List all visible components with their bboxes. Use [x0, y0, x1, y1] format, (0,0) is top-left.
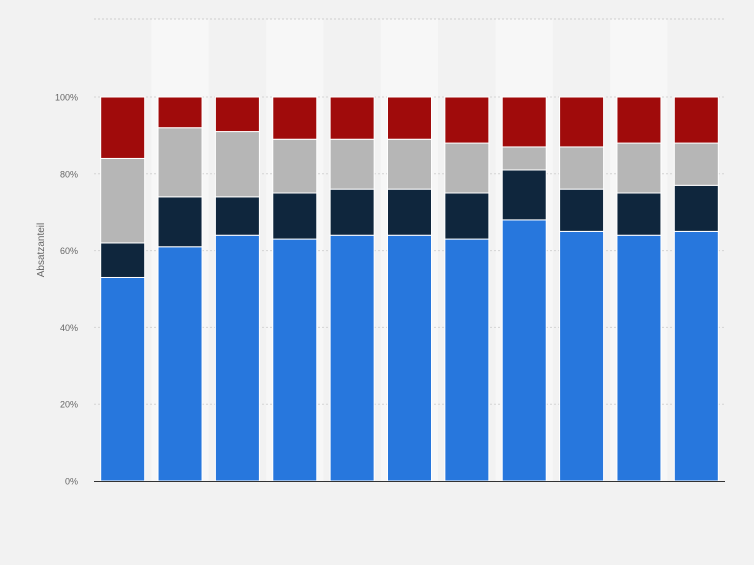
- y-tick-labels: 0% 20% 40% 60% 80% 100%: [55, 93, 78, 487]
- bar-segment-2[interactable]: [100, 242, 146, 278]
- y-tick-label: 40%: [60, 323, 78, 333]
- bar-segment-2[interactable]: [444, 192, 490, 240]
- bar-segment-1[interactable]: [444, 238, 490, 482]
- bar-segment-2[interactable]: [559, 188, 605, 232]
- bar-segment-1[interactable]: [272, 238, 318, 482]
- bar-segment-1[interactable]: [214, 234, 260, 482]
- bar-segment-2[interactable]: [501, 169, 547, 221]
- y-tick-label: 60%: [60, 246, 78, 256]
- bar-segment-1[interactable]: [329, 234, 375, 482]
- bar-segment-2[interactable]: [673, 184, 719, 232]
- bar-segment-3[interactable]: [501, 146, 547, 171]
- bar-segment-2[interactable]: [214, 196, 260, 236]
- bar-segment-4[interactable]: [559, 96, 605, 148]
- bar-segment-3[interactable]: [616, 142, 662, 194]
- bar-segment-1[interactable]: [100, 276, 146, 482]
- bar-segment-4[interactable]: [100, 96, 146, 159]
- y-tick-label: 80%: [60, 169, 78, 179]
- y-tick-label: 100%: [55, 93, 78, 103]
- bar-segment-1[interactable]: [616, 234, 662, 482]
- bar-segment-3[interactable]: [100, 157, 146, 244]
- bar-segment-1[interactable]: [157, 246, 203, 482]
- bar-segment-1[interactable]: [387, 234, 432, 482]
- bar-segment-4[interactable]: [272, 96, 318, 140]
- bar-segment-4[interactable]: [501, 96, 547, 148]
- bar-segment-2[interactable]: [387, 188, 432, 236]
- bar-segment-3[interactable]: [329, 138, 375, 190]
- bar-segment-4[interactable]: [214, 96, 260, 133]
- bar-segment-3[interactable]: [272, 138, 318, 194]
- bar-segment-3[interactable]: [387, 138, 432, 190]
- bar-segment-3[interactable]: [444, 142, 490, 194]
- bar-segment-4[interactable]: [444, 96, 490, 144]
- bar-segment-4[interactable]: [616, 96, 662, 144]
- bar-segment-1[interactable]: [501, 219, 547, 482]
- bar-segment-1[interactable]: [559, 230, 605, 482]
- bar-segment-2[interactable]: [272, 192, 318, 240]
- bar-segment-3[interactable]: [559, 146, 605, 190]
- bars: [100, 96, 719, 482]
- bar-segment-1[interactable]: [673, 230, 719, 482]
- y-axis-label: Absatzanteil: [36, 223, 47, 277]
- bar-segment-4[interactable]: [673, 96, 719, 144]
- bar-segment-4[interactable]: [157, 96, 203, 129]
- bar-segment-2[interactable]: [157, 196, 203, 248]
- bar-segment-2[interactable]: [616, 192, 662, 236]
- bar-segment-3[interactable]: [673, 142, 719, 186]
- bar-segment-3[interactable]: [214, 131, 260, 198]
- bar-segment-3[interactable]: [157, 127, 203, 198]
- bar-segment-4[interactable]: [329, 96, 375, 140]
- y-tick-label: 20%: [60, 400, 78, 410]
- bar-segment-4[interactable]: [387, 96, 432, 140]
- y-tick-label: 0%: [65, 477, 78, 487]
- bar-segment-2[interactable]: [329, 188, 375, 236]
